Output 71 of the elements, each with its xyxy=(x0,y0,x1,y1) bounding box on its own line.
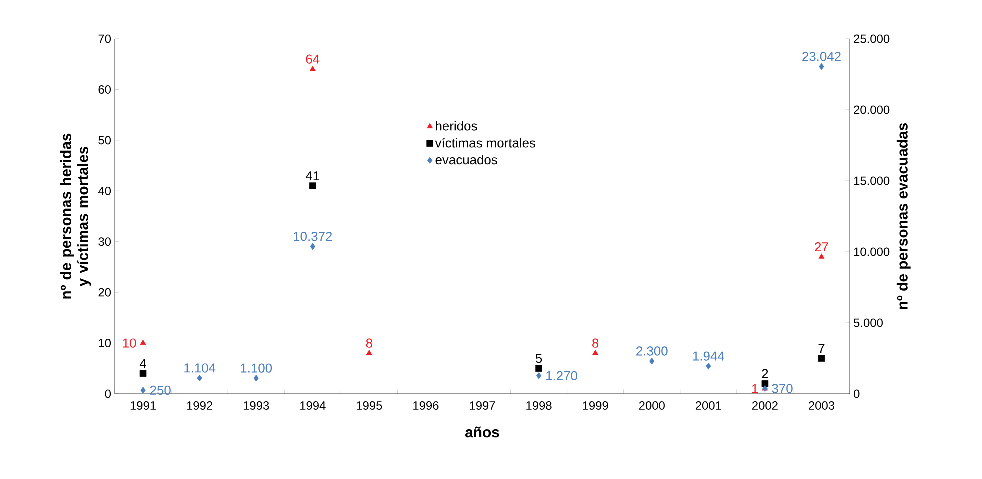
y2-tick-label: 5.000 xyxy=(854,318,883,328)
y-axis-title: nº de personas heridas y víctimas mortales xyxy=(60,134,92,299)
y-tick-label: 60 xyxy=(98,85,112,94)
point xyxy=(818,254,825,259)
data-label: 23.042 xyxy=(802,52,841,62)
x-tick-label: 1992 xyxy=(187,402,212,410)
point xyxy=(254,374,259,382)
point xyxy=(762,380,769,388)
data-label: 1 xyxy=(752,384,758,394)
data-label: 10.372 xyxy=(294,232,332,242)
y2-axis-title: nº de personas evacuadas xyxy=(896,123,911,310)
data-label: 2.300 xyxy=(636,346,668,356)
point xyxy=(706,363,712,370)
y2-tick-label: 25.000 xyxy=(854,34,890,44)
point xyxy=(310,182,316,190)
y2-tick-label: 10.000 xyxy=(854,248,890,256)
data-label: 370 xyxy=(772,384,793,394)
y-tick-label: 50 xyxy=(98,136,112,145)
y-tick-label: 70 xyxy=(98,34,112,44)
data-label: 27 xyxy=(815,242,828,252)
data-label: 8 xyxy=(366,338,372,348)
point xyxy=(310,66,316,72)
point xyxy=(536,365,542,372)
data-label: 2 xyxy=(762,369,768,378)
data-label: 8 xyxy=(592,338,599,348)
point xyxy=(818,355,826,362)
point xyxy=(819,63,824,70)
y-tick-label: 10 xyxy=(99,339,112,348)
x-tick-label: 1995 xyxy=(357,402,382,410)
y-tick-label: 20 xyxy=(98,288,112,297)
data-label: 1.270 xyxy=(546,371,578,381)
data-label: 41 xyxy=(306,172,320,181)
data-label: 5 xyxy=(536,354,542,364)
point xyxy=(536,372,542,380)
y-tick-label: 0 xyxy=(105,390,112,398)
y2-tick-label: 0 xyxy=(854,390,860,398)
point xyxy=(140,387,146,394)
data-label: 250 xyxy=(150,386,171,396)
data-label: 1.104 xyxy=(184,364,216,373)
data-label: 1.100 xyxy=(241,364,272,373)
x-tick-label: 2002 xyxy=(752,402,778,410)
x-tick-label: 1998 xyxy=(526,402,552,410)
data-label: 10 xyxy=(123,338,136,348)
legend-label: heridos xyxy=(436,121,478,131)
legend-label: víctimas mortales xyxy=(435,138,536,148)
point xyxy=(650,358,655,365)
x-tick-label: 2003 xyxy=(809,402,835,410)
point xyxy=(197,374,202,382)
data-label: 1.944 xyxy=(693,352,724,361)
x-tick-label: 2000 xyxy=(639,402,665,410)
data-label: 7 xyxy=(818,344,825,353)
x-tick-label: 1999 xyxy=(583,402,608,410)
point xyxy=(140,340,146,346)
point xyxy=(592,350,599,356)
data-label: 4 xyxy=(140,359,146,368)
x-tick-label: 2001 xyxy=(696,402,722,410)
x-tick-label: 1994 xyxy=(300,402,326,410)
data-label: 64 xyxy=(306,54,320,64)
x-tick-label: 1991 xyxy=(130,402,156,410)
point xyxy=(366,350,372,356)
x-tick-label: 1997 xyxy=(470,402,496,410)
y2-tick-label: 20.000 xyxy=(854,106,890,114)
x-axis-title: años xyxy=(466,426,500,438)
y2-tick-label: 15.000 xyxy=(854,176,890,186)
point xyxy=(140,370,147,378)
legend-label: evacuados xyxy=(436,155,498,165)
y-tick-label: 30 xyxy=(98,238,112,246)
x-tick-label: 1996 xyxy=(414,402,439,410)
y-tick-label: 40 xyxy=(98,186,112,196)
point xyxy=(310,243,316,250)
x-tick-label: 1993 xyxy=(244,402,270,410)
